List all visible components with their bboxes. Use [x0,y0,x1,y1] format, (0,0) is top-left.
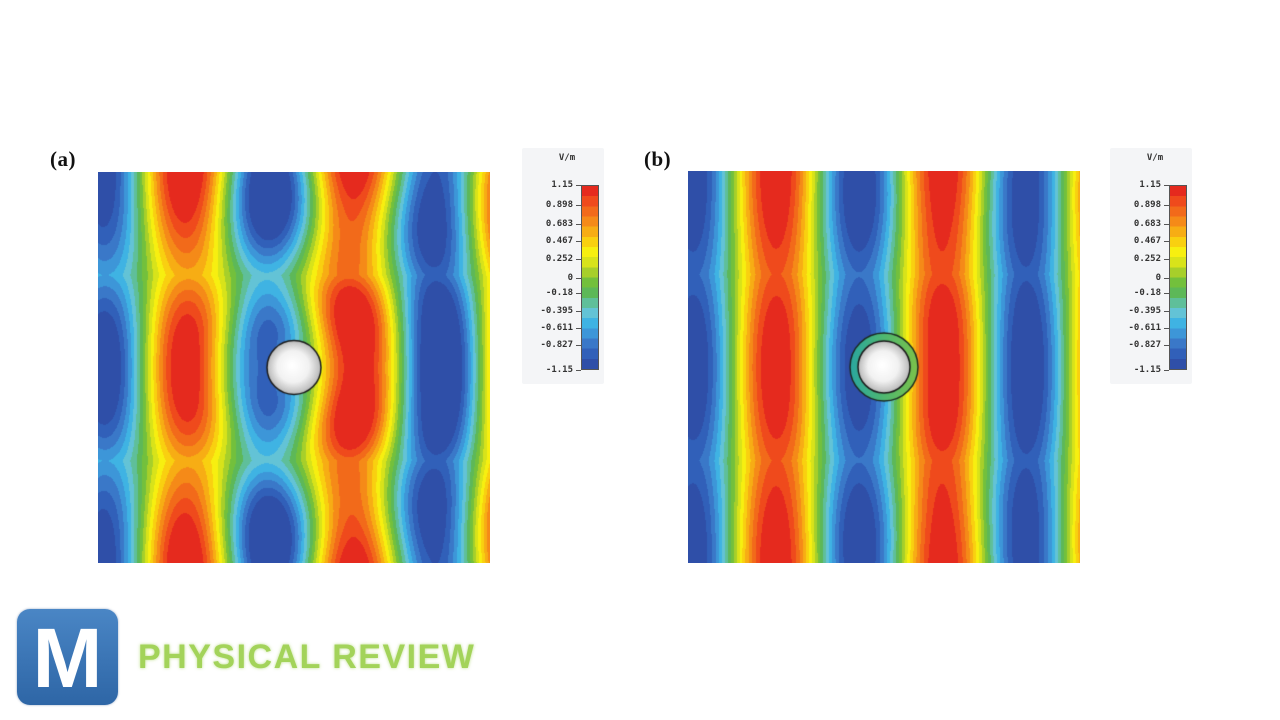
colorbar-legend-a: V/m 1.15 0.898 0.683 0.467 0.252 0 -0.18 -0.395… [522,148,604,384]
colorbar-tick-label: 0.467 [545,236,573,246]
colorbar-tick-mark [1164,328,1169,329]
colorbar-tick-mark [1164,241,1169,242]
colorbar-tick-label: -0.395 [540,306,573,316]
colorbar-tick-label: 0.898 [545,200,573,210]
colorbar-tick-mark [1164,185,1169,186]
colorbar-tick-label: -0.611 [1128,323,1161,333]
colorbar-unit: V/m [558,153,576,163]
colorbar-tick-mark [1164,345,1169,346]
colorbar-tick-label: 0 [1155,273,1161,283]
colorbar-tick-mark [576,205,581,206]
colorbar-tick-label: -1.15 [545,365,573,375]
colorbar-tick-mark [1164,311,1169,312]
colorbar-tick-mark [1164,370,1169,371]
panel-b-label: (b) [644,147,672,171]
field-heatmap-a [98,172,490,563]
logo-icon: M [17,609,118,705]
colorbar-tick-mark [576,328,581,329]
colorbar-tick-mark [576,278,581,279]
colorbar-tick-mark [576,293,581,294]
colorbar-tick-label: 0 [567,273,573,283]
colorbar-unit: V/m [1146,153,1164,163]
colorbar-legend-b: V/m 1.15 0.898 0.683 0.467 0.252 0 -0.18 -0.395… [1110,148,1192,384]
panel-a-label: (a) [50,147,76,171]
brand-name: PHYSICAL REVIEW [138,638,476,676]
colorbar-tick-mark [576,311,581,312]
colorbar-tick-mark [1164,278,1169,279]
logo-letter: M [32,611,103,705]
colorbar-tick-mark [576,259,581,260]
colorbar-tick-label: -0.395 [1128,306,1161,316]
colorbar-tick-mark [1164,224,1169,225]
colorbar-tick-mark [1164,293,1169,294]
colorbar-gradient [581,185,599,370]
colorbar-tick-mark [576,224,581,225]
field-heatmap-b [688,171,1080,563]
colorbar-tick-label: 0.898 [1133,200,1161,210]
colorbar-tick-label: 0.252 [1133,254,1161,264]
colorbar-tick-label: 0.252 [545,254,573,264]
colorbar-tick-label: 0.683 [545,219,573,229]
colorbar-tick-mark [1164,259,1169,260]
colorbar-tick-label: -0.611 [540,323,573,333]
colorbar-tick-label: -0.827 [1128,340,1161,350]
colorbar-tick-mark [576,241,581,242]
colorbar-tick-label: 1.15 [1139,180,1161,190]
colorbar-tick-mark [576,345,581,346]
colorbar-tick-label: 0.683 [1133,219,1161,229]
colorbar-tick-label: -0.827 [540,340,573,350]
colorbar-tick-mark [1164,205,1169,206]
colorbar-tick-mark [576,370,581,371]
colorbar-gradient [1169,185,1187,370]
colorbar-tick-label: 0.467 [1133,236,1161,246]
colorbar-tick-label: -0.18 [545,288,573,298]
colorbar-tick-mark [576,185,581,186]
colorbar-tick-label: -0.18 [1133,288,1161,298]
colorbar-tick-label: 1.15 [551,180,573,190]
colorbar-tick-label: -1.15 [1133,365,1161,375]
